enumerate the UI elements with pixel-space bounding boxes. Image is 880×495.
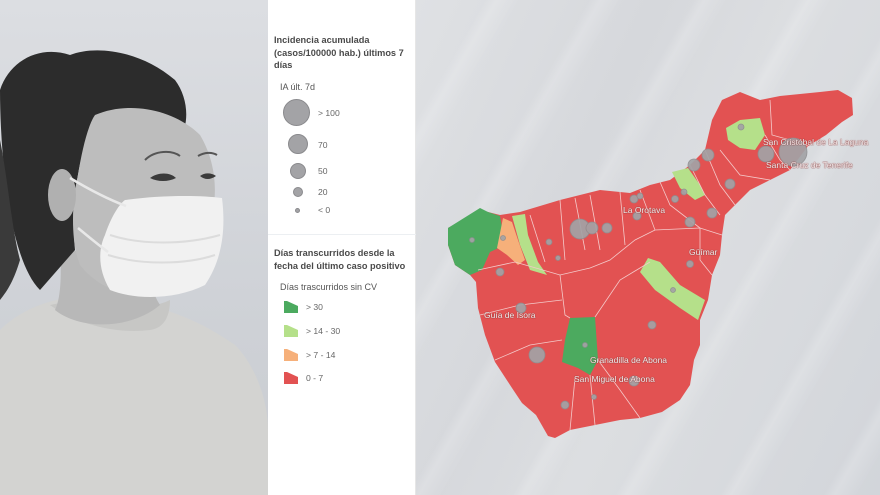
incidence-legend-item: 20 bbox=[268, 186, 416, 206]
days-legend-item: 0 - 7 bbox=[268, 371, 416, 391]
legend-divider bbox=[268, 234, 416, 235]
days-legend-item: > 14 - 30 bbox=[268, 324, 416, 344]
incidence-legend-item: 70 bbox=[268, 134, 416, 156]
days-legend-item: > 30 bbox=[268, 300, 416, 320]
incidence-legend-item: 50 bbox=[268, 163, 416, 183]
label-guimar: Güímar bbox=[689, 247, 718, 257]
bubble-icon bbox=[295, 208, 300, 213]
swatch-14-30-icon bbox=[284, 325, 298, 337]
woman-mask-illustration bbox=[0, 50, 268, 495]
label-la-orotava: La Orotava bbox=[623, 205, 666, 215]
label-guia-de-isora: Guía de Isora bbox=[484, 310, 536, 320]
bubble-icon bbox=[293, 187, 303, 197]
label-santa-cruz-de-tenerife: Santa Cruz de Tenerife bbox=[766, 160, 853, 170]
incidence-legend-item: < 0 bbox=[268, 205, 416, 225]
choropleth-map[interactable] bbox=[416, 0, 880, 495]
days-legend-subtitle: Días trascurridos sin CV bbox=[280, 282, 378, 292]
tenerife-map[interactable]: San Cristóbal de La Laguna Santa Cruz de… bbox=[416, 0, 880, 495]
incidence-bubbles bbox=[469, 123, 808, 410]
bubble-icon bbox=[288, 134, 308, 154]
swatch-over-30-icon bbox=[284, 301, 298, 313]
bubble-icon bbox=[283, 99, 310, 126]
map-legend: Incidencia acumulada (casos/100000 hab.)… bbox=[268, 0, 416, 495]
swatch-0-7-icon bbox=[284, 372, 298, 384]
incidence-legend-subtitle: IA últ. 7d bbox=[280, 82, 316, 92]
bubble-icon bbox=[290, 163, 306, 179]
photo-woman-with-mask bbox=[0, 0, 268, 495]
incidence-legend-item: > 100 bbox=[268, 99, 416, 126]
label-granadilla-de-abona: Granadilla de Abona bbox=[590, 355, 668, 365]
days-legend-title: Días transcurridos desde la fecha del úl… bbox=[274, 248, 406, 271]
label-san-miguel-de-abona: San Miguel de Abona bbox=[574, 374, 655, 384]
days-legend-item: > 7 - 14 bbox=[268, 348, 416, 368]
swatch-7-14-icon bbox=[284, 349, 298, 361]
incidence-legend-title: Incidencia acumulada (casos/100000 hab.)… bbox=[274, 35, 404, 70]
label-san-cristobal-de-la-laguna: San Cristóbal de La Laguna bbox=[763, 137, 869, 147]
